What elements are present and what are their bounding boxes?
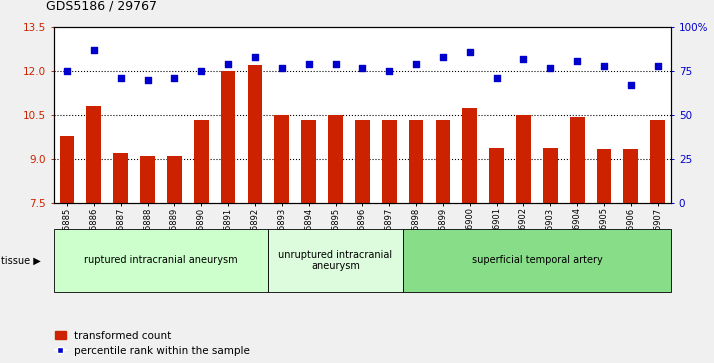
Text: unruptured intracranial
aneurysm: unruptured intracranial aneurysm <box>278 250 393 271</box>
Bar <box>436 120 451 203</box>
Point <box>383 68 395 74</box>
Bar <box>489 147 504 203</box>
Legend: transformed count, percentile rank within the sample: transformed count, percentile rank withi… <box>55 331 250 356</box>
Text: ruptured intracranial aneurysm: ruptured intracranial aneurysm <box>84 256 238 265</box>
Point <box>303 61 314 67</box>
Bar <box>274 115 289 203</box>
Bar <box>301 120 316 203</box>
Bar <box>114 154 128 203</box>
Point <box>330 61 341 67</box>
Point <box>491 76 503 81</box>
Bar <box>355 120 370 203</box>
Point <box>357 65 368 71</box>
Bar <box>623 149 638 203</box>
Bar <box>382 120 396 203</box>
Bar <box>194 120 208 203</box>
Point <box>625 82 637 88</box>
Point <box>249 54 261 60</box>
Bar <box>408 120 423 203</box>
Point <box>652 63 663 69</box>
Point <box>196 68 207 74</box>
Point <box>222 61 233 67</box>
Point <box>437 54 448 60</box>
Bar <box>59 136 74 203</box>
Bar <box>86 106 101 203</box>
Point <box>169 76 180 81</box>
Point <box>598 63 610 69</box>
Point <box>61 68 73 74</box>
Point <box>88 47 99 53</box>
Point <box>142 77 154 83</box>
Text: tissue ▶: tissue ▶ <box>1 256 41 265</box>
Point <box>571 58 583 64</box>
Bar <box>543 147 558 203</box>
Bar <box>328 115 343 203</box>
Bar <box>597 149 611 203</box>
Point <box>518 56 529 62</box>
Bar <box>516 115 531 203</box>
Bar <box>140 156 155 203</box>
Point <box>276 65 288 71</box>
Point <box>464 49 476 55</box>
Point <box>545 65 556 71</box>
Bar <box>167 156 182 203</box>
Text: superficial temporal artery: superficial temporal artery <box>471 256 603 265</box>
Bar <box>650 120 665 203</box>
Bar <box>248 65 262 203</box>
Bar <box>221 71 236 203</box>
Text: GDS5186 / 29767: GDS5186 / 29767 <box>46 0 157 13</box>
Point <box>115 76 126 81</box>
Point <box>411 61 422 67</box>
Bar <box>570 117 585 203</box>
Bar <box>463 108 477 203</box>
